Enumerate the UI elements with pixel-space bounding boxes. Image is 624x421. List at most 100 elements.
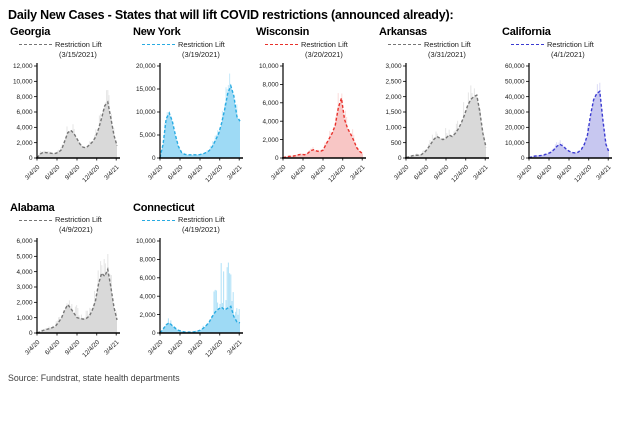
chart-panel: California Restriction Lift (4/1/2021) 0… <box>496 26 619 190</box>
chart-title: Georgia <box>10 26 127 39</box>
avg-area-series <box>160 307 240 334</box>
svg-text:3/4/21: 3/4/21 <box>226 339 244 357</box>
legend-dash-icon <box>19 220 52 221</box>
legend-label: Restriction Lift <box>301 40 348 50</box>
svg-text:4,000: 4,000 <box>17 124 33 131</box>
svg-text:10,000: 10,000 <box>136 238 156 245</box>
legend-label: Restriction Lift <box>55 215 102 225</box>
svg-text:6/4/20: 6/4/20 <box>536 163 554 181</box>
svg-text:4,000: 4,000 <box>140 294 156 301</box>
svg-text:9/4/20: 9/4/20 <box>187 163 205 181</box>
svg-text:9/4/20: 9/4/20 <box>556 163 574 181</box>
legend-label: Restriction Lift <box>547 40 594 50</box>
svg-text:2,000: 2,000 <box>140 312 156 319</box>
svg-text:15,000: 15,000 <box>136 86 156 93</box>
legend-row: Restriction Lift <box>373 40 496 50</box>
chart-legend: Restriction Lift (3/20/2021) <box>250 40 373 60</box>
chart-legend: Restriction Lift (4/19/2021) <box>127 215 250 235</box>
legend-dash-icon <box>19 44 52 45</box>
chart-title: Alabama <box>10 202 127 215</box>
svg-text:9/4/20: 9/4/20 <box>64 339 82 357</box>
avg-area-series <box>406 95 486 158</box>
svg-text:6,000: 6,000 <box>263 100 279 107</box>
chart-legend: Restriction Lift (4/1/2021) <box>496 40 619 60</box>
svg-text:12/4/20: 12/4/20 <box>573 163 593 183</box>
svg-text:12/4/20: 12/4/20 <box>204 339 224 359</box>
chart-panel: Connecticut Restriction Lift (4/19/2021)… <box>127 202 250 366</box>
legend-row: Restriction Lift <box>4 40 127 50</box>
svg-text:8,000: 8,000 <box>263 81 279 88</box>
svg-text:3,000: 3,000 <box>386 63 402 70</box>
legend-row: Restriction Lift <box>4 215 127 225</box>
legend-dash-icon <box>265 44 298 45</box>
page-title: Daily New Cases - States that will lift … <box>8 8 624 22</box>
svg-text:9/4/20: 9/4/20 <box>310 163 328 181</box>
chart-canvas: 010,00020,00030,00040,00050,00060,0003/4… <box>496 60 615 190</box>
svg-text:3,000: 3,000 <box>17 284 33 291</box>
svg-text:2,000: 2,000 <box>17 300 33 307</box>
legend-dash-icon <box>511 44 544 45</box>
legend-lift-date: (3/15/2021) <box>4 50 127 60</box>
svg-text:10,000: 10,000 <box>13 78 33 85</box>
legend-lift-date: (4/9/2021) <box>4 225 127 235</box>
svg-text:3/4/21: 3/4/21 <box>103 163 121 181</box>
svg-text:3/4/20: 3/4/20 <box>24 163 42 181</box>
legend-label: Restriction Lift <box>178 215 225 225</box>
svg-text:3/4/20: 3/4/20 <box>24 339 42 357</box>
legend-lift-date: (4/1/2021) <box>496 50 619 60</box>
legend-row: Restriction Lift <box>127 40 250 50</box>
svg-text:0: 0 <box>29 155 33 162</box>
svg-text:1,000: 1,000 <box>386 124 402 131</box>
svg-text:0: 0 <box>398 155 402 162</box>
svg-text:8,000: 8,000 <box>140 257 156 264</box>
svg-text:10,000: 10,000 <box>505 139 525 146</box>
svg-text:12/4/20: 12/4/20 <box>327 163 347 183</box>
svg-text:12/4/20: 12/4/20 <box>450 163 470 183</box>
svg-text:3/4/20: 3/4/20 <box>147 163 165 181</box>
svg-text:40,000: 40,000 <box>505 93 525 100</box>
svg-text:6,000: 6,000 <box>17 238 33 245</box>
chart-title: Connecticut <box>133 202 250 215</box>
svg-text:3/4/20: 3/4/20 <box>393 163 411 181</box>
legend-lift-date: (3/19/2021) <box>127 50 250 60</box>
chart-title: California <box>502 26 619 39</box>
charts-grid: Georgia Restriction Lift (3/15/2021) 0 2,… <box>4 26 624 365</box>
svg-text:3/4/21: 3/4/21 <box>103 339 121 357</box>
chart-legend: Restriction Lift (4/9/2021) <box>4 215 127 235</box>
svg-text:3/4/20: 3/4/20 <box>516 163 534 181</box>
svg-text:2,000: 2,000 <box>17 139 33 146</box>
svg-text:3/4/21: 3/4/21 <box>349 163 367 181</box>
svg-text:3/4/21: 3/4/21 <box>595 163 613 181</box>
svg-text:3/4/21: 3/4/21 <box>472 163 490 181</box>
svg-text:6/4/20: 6/4/20 <box>44 339 62 357</box>
svg-text:0: 0 <box>152 155 156 162</box>
svg-text:3/4/20: 3/4/20 <box>147 339 165 357</box>
svg-text:20,000: 20,000 <box>136 63 156 70</box>
svg-text:3/4/20: 3/4/20 <box>270 163 288 181</box>
svg-text:50,000: 50,000 <box>505 78 525 85</box>
legend-lift-date: (3/20/2021) <box>250 50 373 60</box>
svg-text:4,000: 4,000 <box>263 118 279 125</box>
svg-text:9/4/20: 9/4/20 <box>64 163 82 181</box>
svg-text:2,500: 2,500 <box>386 78 402 85</box>
chart-title: Arkansas <box>379 26 496 39</box>
chart-legend: Restriction Lift (3/19/2021) <box>127 40 250 60</box>
source-note: Source: Fundstrat, state health departme… <box>8 373 624 383</box>
svg-text:0: 0 <box>275 155 279 162</box>
svg-text:0: 0 <box>152 330 156 337</box>
svg-text:10,000: 10,000 <box>259 63 279 70</box>
legend-dash-icon <box>142 44 175 45</box>
